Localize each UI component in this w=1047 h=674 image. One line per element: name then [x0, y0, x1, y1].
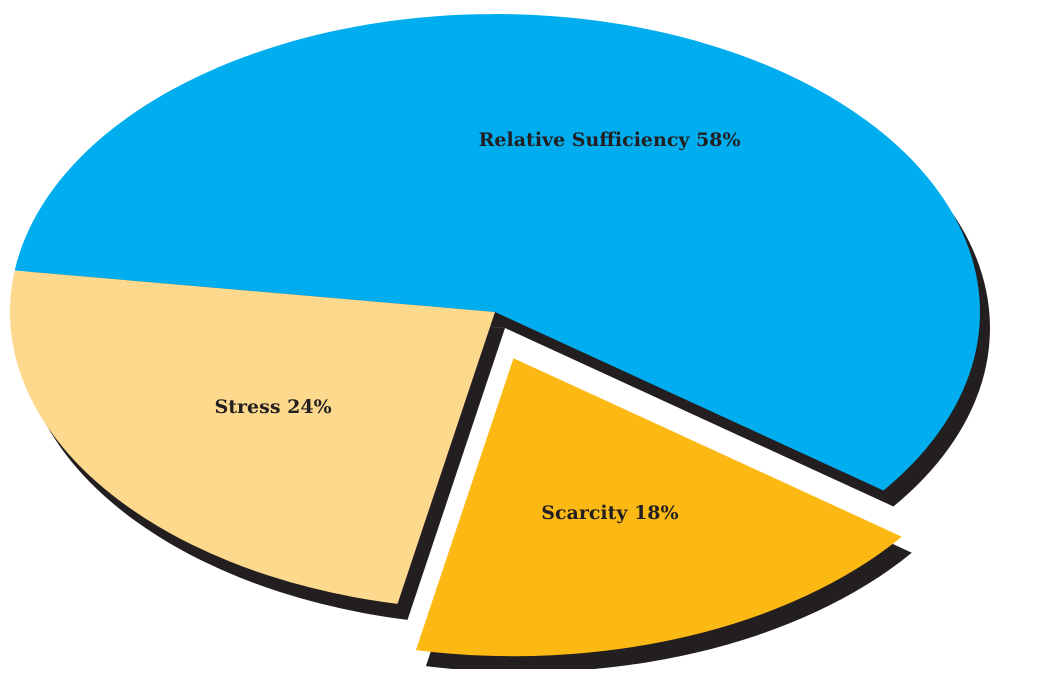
pie-label-layer: Relative Sufficiency 58% Scarcity 18% Stre… — [215, 129, 741, 524]
pie-label-scarcity: Scarcity 18% — [541, 502, 678, 524]
pie-slice-scarcity — [415, 358, 902, 657]
pie-label-relative-sufficiency: Relative Sufficiency 58% — [479, 129, 741, 151]
pie-slice-relative-sufficiency — [14, 14, 980, 491]
pie-label-stress: Stress 24% — [215, 396, 332, 418]
pie-slice-layer — [9, 14, 980, 657]
pie-slice-stress — [9, 270, 495, 604]
